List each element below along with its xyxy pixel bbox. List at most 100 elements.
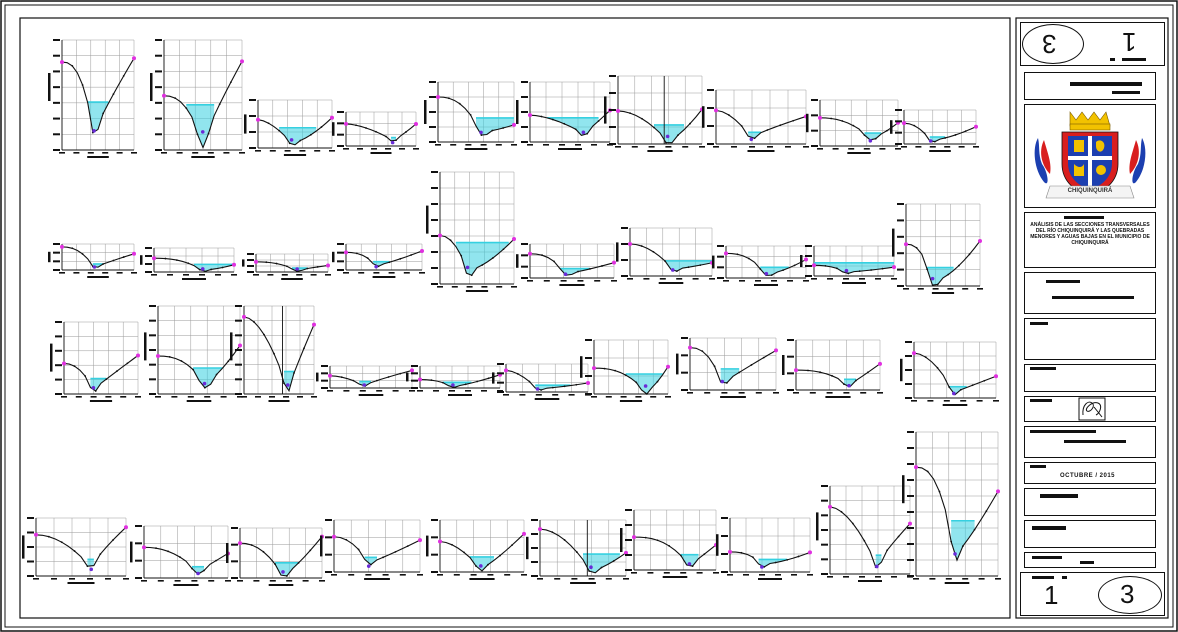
survey-point: [656, 380, 659, 383]
tick-label: [429, 126, 436, 128]
tick-label: [552, 394, 559, 396]
x-axis-title: [182, 278, 206, 280]
y-axis-title: [226, 543, 229, 563]
tick-label: [615, 146, 621, 148]
tick-label: [337, 260, 344, 263]
terrain-profile: [633, 536, 717, 567]
tick-label: [102, 272, 109, 274]
terrain-profile: [345, 250, 423, 267]
survey-point: [947, 273, 950, 276]
tick-label: [611, 280, 617, 282]
survey-point: [601, 265, 603, 267]
survey-point: [366, 257, 369, 260]
tick-label: [503, 394, 509, 396]
y-axis-title: [22, 535, 25, 559]
x-axis-title: [358, 394, 384, 396]
survey-point: [198, 268, 201, 271]
bank-marker: [152, 256, 156, 261]
tick-label: [253, 274, 259, 276]
survey-point: [191, 567, 193, 570]
y-axis-title: [516, 254, 519, 268]
tick-label: [521, 265, 528, 268]
survey-point: [405, 131, 407, 133]
cross-section-plot: [130, 525, 231, 586]
tick-label: [681, 389, 688, 391]
survey-point: [187, 262, 190, 265]
bank-marker: [774, 348, 778, 353]
survey-point: [985, 510, 988, 513]
terrain-profile: [593, 366, 669, 395]
water-area: [364, 557, 377, 565]
tick-label: [73, 272, 80, 274]
tick-label: [314, 150, 321, 152]
tick-label: [531, 547, 538, 549]
tick-label: [897, 219, 904, 222]
survey-point: [115, 370, 118, 373]
tick-label: [225, 580, 231, 582]
tick-label: [429, 141, 436, 143]
survey-point: [725, 382, 728, 384]
survey-point: [629, 112, 631, 115]
tick-label: [531, 561, 538, 563]
thalweg-marker: [581, 130, 586, 135]
survey-point: [464, 383, 467, 386]
water-area: [470, 556, 494, 571]
x-axis-title: [758, 578, 782, 580]
tick-label: [817, 148, 823, 150]
tick-label: [497, 391, 504, 393]
y-axis-title: [242, 259, 245, 267]
cross-section-plot: [702, 89, 809, 152]
x-axis-title: [448, 394, 472, 396]
tick-label: [247, 271, 254, 273]
tick-label: [707, 89, 714, 91]
survey-point: [357, 548, 360, 551]
bank-marker: [240, 59, 244, 64]
survey-point: [753, 137, 756, 140]
tick-label: [743, 574, 749, 576]
bank-marker: [238, 343, 242, 348]
tick-label: [411, 387, 418, 389]
water-area: [665, 260, 712, 272]
thalweg-marker: [764, 271, 769, 276]
survey-point: [751, 556, 754, 559]
tick-label: [239, 152, 245, 154]
survey-point: [71, 65, 74, 67]
tick-label: [521, 126, 528, 128]
bank-marker: [994, 374, 998, 379]
survey-point: [410, 254, 413, 256]
tick-label: [895, 148, 901, 150]
survey-point: [382, 556, 385, 559]
tick-label: [33, 578, 39, 580]
tick-label: [707, 143, 714, 145]
tick-label: [913, 578, 919, 580]
survey-point: [797, 555, 800, 558]
survey-point: [653, 126, 655, 129]
water-area: [284, 371, 294, 391]
y-axis-title: [580, 356, 583, 378]
cross-section-plot: [426, 519, 527, 580]
x-axis-title: [281, 278, 303, 280]
tick-label: [120, 396, 127, 398]
tick-label: [403, 272, 410, 274]
tick-label: [325, 553, 332, 556]
bank-marker: [62, 361, 66, 366]
bank-marker: [902, 121, 906, 126]
y-axis-title: [800, 255, 803, 267]
tick-label: [135, 542, 142, 545]
cross-section-plot: [890, 109, 979, 152]
survey-point: [388, 261, 391, 264]
thalweg-marker: [92, 129, 96, 133]
cross-section-plot: [616, 227, 715, 284]
survey-point: [265, 261, 268, 264]
drawing-area-frame: [19, 17, 1011, 619]
y-axis-title: [782, 355, 785, 375]
tick-label: [429, 81, 436, 83]
tick-label: [911, 400, 917, 402]
tick-label: [905, 383, 912, 385]
tick-label: [511, 144, 517, 146]
tick-label: [87, 272, 94, 274]
terrain-profile: [61, 58, 135, 134]
survey-point: [936, 283, 939, 286]
tick-label: [466, 286, 473, 288]
survey-point: [656, 539, 659, 542]
